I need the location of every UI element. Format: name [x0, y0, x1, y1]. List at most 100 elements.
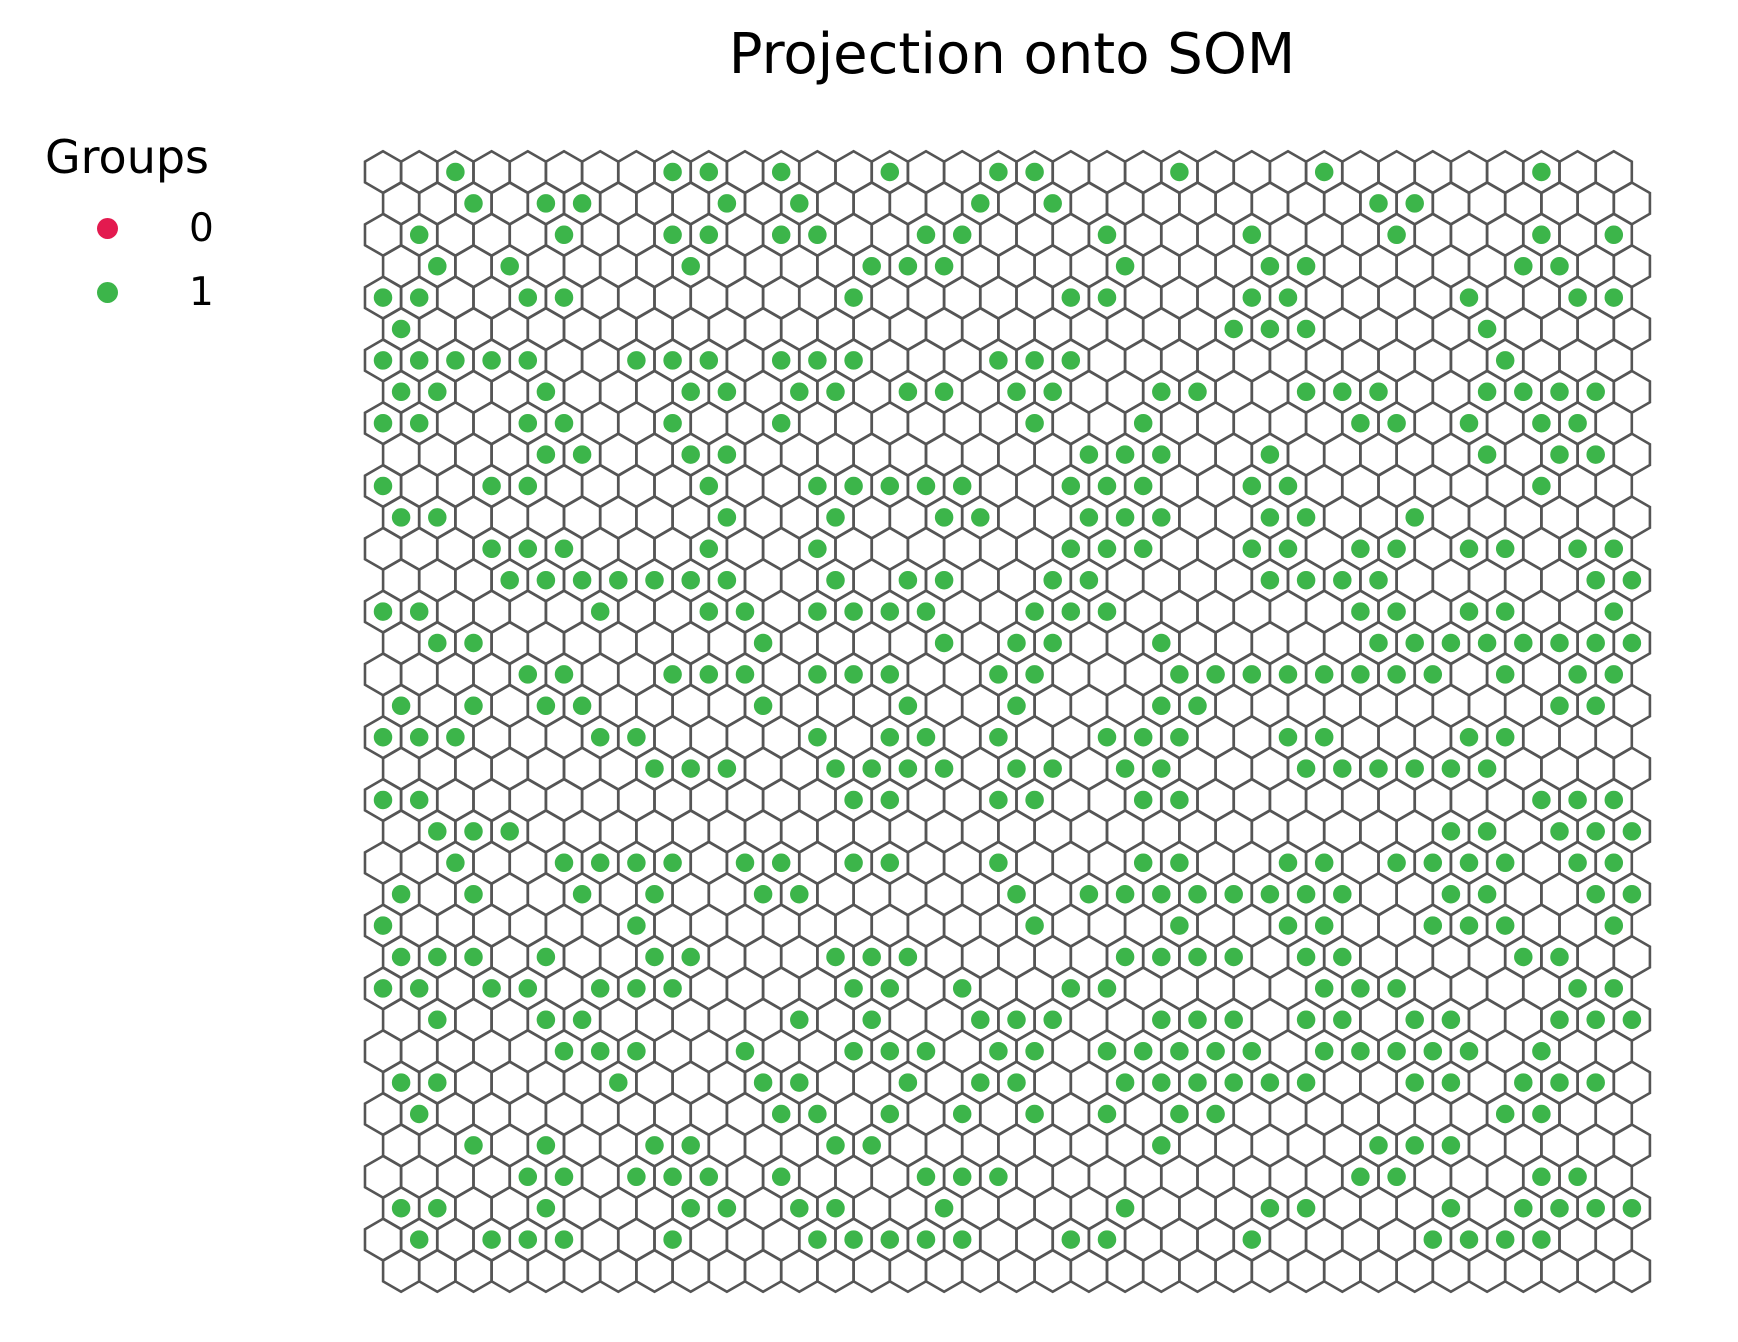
group-1-point: [697, 1165, 721, 1189]
group-1-point: [1348, 662, 1373, 687]
group-1-point: [715, 505, 739, 530]
group-1-point: [1583, 1196, 1608, 1220]
group-1-point: [1185, 1008, 1210, 1032]
group-1-point: [932, 380, 956, 404]
group-1-point: [570, 191, 594, 216]
group-1-point: [1493, 662, 1517, 687]
group-1-point: [1547, 1008, 1572, 1032]
group-1-point: [1095, 1039, 1119, 1063]
group-1-point: [986, 725, 1011, 749]
group-1-point: [425, 819, 450, 844]
group-1-point: [1240, 1039, 1264, 1063]
legend-entry-1: 1: [45, 260, 214, 324]
group-1-point: [1294, 1070, 1318, 1095]
group-1-point: [1312, 851, 1336, 875]
group-1-point: [1312, 913, 1336, 938]
group-1-point: [1095, 474, 1119, 498]
group-1-point: [1511, 631, 1536, 655]
group-1-point: [968, 505, 993, 530]
group-1-point: [1547, 442, 1572, 467]
group-1-point: [407, 1227, 431, 1252]
group-1-point: [769, 1165, 793, 1189]
group-1-point: [678, 568, 703, 592]
som-cell: [1576, 1248, 1616, 1294]
group-1-point: [1511, 380, 1536, 404]
group-1-point: [932, 505, 956, 530]
group-1-point: [606, 568, 631, 592]
group-1-point: [660, 411, 685, 435]
group-1-point: [715, 380, 739, 404]
group-1-point: [1203, 662, 1228, 687]
group-1-point: [1113, 882, 1137, 906]
group-1-point: [1040, 1008, 1065, 1032]
group-1-point: [642, 882, 667, 906]
group-1-point: [1113, 945, 1137, 969]
group-1-point: [932, 568, 956, 592]
group-1-point: [1004, 631, 1029, 655]
group-1-point: [1457, 285, 1481, 310]
som-cell: [1141, 1248, 1181, 1294]
group-1-point: [479, 537, 504, 561]
group-1-point: [1602, 599, 1626, 624]
group-1-point: [914, 474, 938, 498]
group-1-point: [1384, 411, 1409, 435]
group-1-point: [407, 788, 431, 812]
group-1-point: [1149, 945, 1174, 969]
group-1-point: [1276, 474, 1300, 498]
group-1-point: [1565, 788, 1590, 812]
group-1-point: [1402, 1133, 1427, 1158]
group-1-point: [1384, 1165, 1409, 1189]
group-1-point: [516, 348, 540, 373]
group-1-point: [769, 1102, 793, 1126]
group-1-point: [1258, 1196, 1282, 1220]
group-1-point: [733, 599, 757, 624]
group-1-point: [986, 662, 1011, 687]
group-1-point: [1095, 599, 1119, 624]
group-1-point: [1439, 1070, 1463, 1095]
group-1-point: [1529, 1227, 1554, 1252]
group-1-point: [1475, 631, 1499, 655]
group-1-point: [1330, 568, 1355, 592]
group-1-point: [878, 976, 902, 1001]
group-1-point: [1330, 756, 1355, 781]
group-1-point: [1511, 254, 1536, 278]
group-1-point: [896, 694, 920, 718]
som-cell: [1395, 1248, 1435, 1294]
group-1-point: [1040, 191, 1065, 216]
som-cell: [490, 1248, 530, 1294]
group-1-point: [443, 851, 468, 875]
group-1-point: [1493, 537, 1517, 561]
group-1-point: [1167, 788, 1192, 812]
group-1-point: [841, 976, 866, 1001]
group-1-point: [950, 976, 974, 1001]
som-cell: [852, 1248, 892, 1294]
group-1-point: [1421, 1227, 1445, 1252]
group-1-point: [805, 1227, 830, 1252]
group-1-point: [1077, 442, 1101, 467]
group-1-point: [841, 662, 866, 687]
som-cell: [1250, 1248, 1290, 1294]
group-1-point: [896, 1070, 920, 1095]
group-1-point: [1529, 1039, 1554, 1063]
group-1-point: [534, 1196, 558, 1220]
group-1-point: [986, 788, 1011, 812]
group-1-point: [1131, 788, 1155, 812]
group-1-point: [1095, 976, 1119, 1001]
group-1-point: [841, 348, 866, 373]
group-1-point: [552, 1165, 576, 1189]
group-1-point: [1421, 662, 1445, 687]
group-1-point: [1529, 788, 1554, 812]
group-1-point: [1620, 882, 1644, 906]
group-1-point: [552, 223, 576, 247]
group-1-point: [896, 945, 920, 969]
group-1-point: [1149, 756, 1174, 781]
group-1-point: [823, 756, 848, 781]
group-1-point: [1276, 537, 1300, 561]
som-cell: [1612, 1248, 1652, 1294]
group-1-point: [841, 1039, 866, 1063]
group-1-point: [697, 348, 721, 373]
group-1-point: [389, 694, 413, 718]
group-1-point: [1620, 1008, 1644, 1032]
group-1-point: [1366, 756, 1391, 781]
group-1-point: [1330, 380, 1355, 404]
